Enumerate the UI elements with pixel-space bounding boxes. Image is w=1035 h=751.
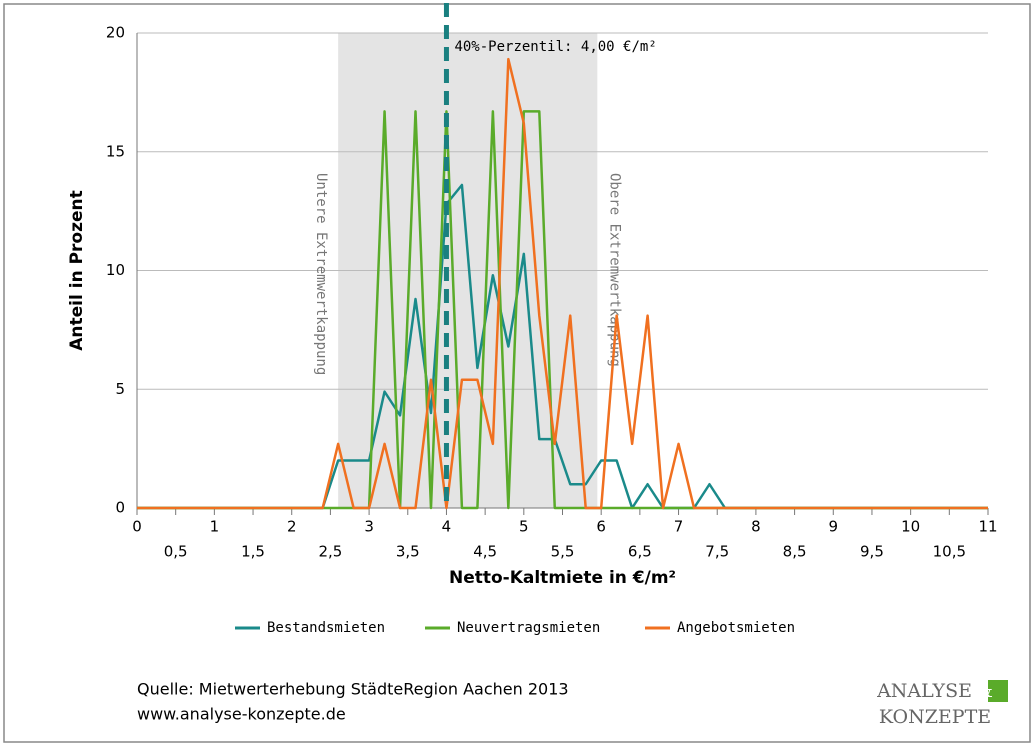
x-tick-label: 4 bbox=[442, 518, 452, 536]
legend-label: Neuvertragsmieten bbox=[457, 620, 600, 636]
series-line bbox=[137, 57, 988, 510]
x-tick-label: 0,5 bbox=[164, 543, 188, 561]
url: www.analyse-konzepte.de bbox=[137, 705, 346, 724]
logo-word: KONZEPTE bbox=[879, 706, 991, 728]
legend-label: Angebotsmieten bbox=[677, 620, 795, 636]
x-tick-label: 2 bbox=[287, 518, 297, 536]
y-tick-label: 0 bbox=[115, 499, 125, 517]
x-tick-label: 3,5 bbox=[396, 543, 420, 561]
x-tick-label: 7 bbox=[674, 518, 684, 536]
cap-label: Obere Extremwertkappung bbox=[606, 173, 622, 367]
cap-label: Untere Extremwertkappung bbox=[313, 173, 329, 375]
y-tick-label: 15 bbox=[106, 142, 125, 160]
x-tick-label: 1,5 bbox=[241, 543, 265, 561]
x-tick-label: 10 bbox=[901, 518, 920, 536]
x-tick-label: 2,5 bbox=[318, 543, 342, 561]
logo-amp: & bbox=[976, 680, 993, 702]
x-tick-label: 10,5 bbox=[933, 543, 966, 561]
x-tick-label: 8,5 bbox=[783, 543, 807, 561]
x-tick-label: 4,5 bbox=[473, 543, 497, 561]
x-tick-label: 5 bbox=[519, 518, 529, 536]
x-tick-label: 9,5 bbox=[860, 543, 884, 561]
legend-label: Bestandsmieten bbox=[267, 620, 385, 636]
percentile-label: 40%-Perzentil: 4,00 €/m² bbox=[454, 39, 656, 55]
x-tick-label: 5,5 bbox=[551, 543, 575, 561]
logo-text: ANALYSE & bbox=[876, 680, 993, 702]
y-tick-label: 20 bbox=[106, 24, 125, 42]
logo-word: ANALYSE bbox=[876, 680, 972, 702]
logo-box bbox=[988, 680, 1008, 702]
x-tick-label: 1 bbox=[210, 518, 220, 536]
x-tick-label: 9 bbox=[828, 518, 838, 536]
y-axis-label: Anteil in Prozent bbox=[67, 190, 87, 351]
x-tick-label: 3 bbox=[364, 518, 374, 536]
x-tick-label: 6 bbox=[596, 518, 606, 536]
y-tick-label: 10 bbox=[106, 261, 125, 279]
x-tick-label: 11 bbox=[978, 518, 997, 536]
x-tick-label: 8 bbox=[751, 518, 761, 536]
x-axis-label: Netto-Kaltmiete in €/m² bbox=[449, 568, 676, 588]
x-tick-label: 7,5 bbox=[705, 543, 729, 561]
plot-area: 0 5 10 15 20 0 0,5 1 1,5 2 2,5 3 3,5 4 4,5 5 5,5 6 6,5 7 7,5… bbox=[67, 3, 998, 636]
x-tick-label: 0 bbox=[132, 518, 142, 536]
y-tick-label: 5 bbox=[115, 380, 125, 398]
source: Quelle: Mietwerterhebung StädteRegion Aa… bbox=[137, 680, 569, 699]
x-tick-label: 6,5 bbox=[628, 543, 652, 561]
